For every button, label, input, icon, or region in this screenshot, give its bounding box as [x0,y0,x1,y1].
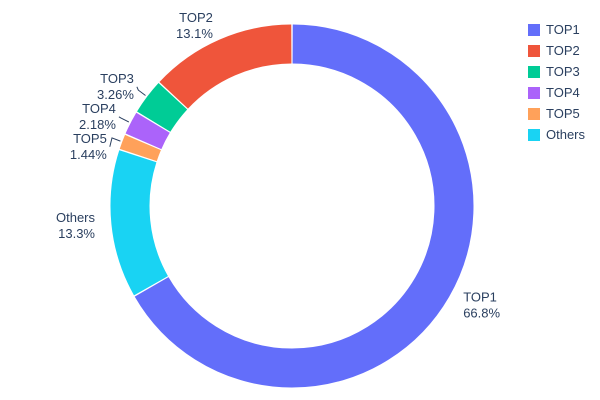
slice-label-top5: TOP5 1.44% [70,131,107,162]
pie-slice-top2[interactable] [159,24,292,109]
pie-slice-top4[interactable] [125,112,170,150]
slice-label-top4: TOP4 2.18% [79,101,116,132]
legend-label: Others [546,127,586,142]
legend: TOP1 TOP2 TOP3 TOP4 TOP5 Others [528,22,585,142]
legend-swatch-top3 [528,65,540,78]
legend-item-top3[interactable]: TOP3 [528,64,585,79]
slice-label-others: Others 13.3% [56,210,96,241]
label-leader-line [118,116,130,123]
legend-item-top2[interactable]: TOP2 [528,43,585,58]
label-leader-line [136,86,146,96]
legend-swatch-top4 [528,86,540,99]
legend-label: TOP4 [546,85,580,100]
pie-slice-top5[interactable] [119,134,161,162]
legend-label: TOP3 [546,64,580,79]
legend-item-top5[interactable]: TOP5 [528,106,585,121]
legend-item-top4[interactable]: TOP4 [528,85,585,100]
legend-swatch-top1 [528,23,540,36]
legend-swatch-top2 [528,44,540,57]
slice-label-top3: TOP3 3.26% [97,71,134,102]
legend-swatch-top5 [528,107,540,120]
label-leader-line [109,137,121,147]
legend-item-others[interactable]: Others [528,127,585,142]
pie-slice-others[interactable] [110,150,169,296]
pie-slice-top1[interactable] [134,24,474,388]
pie-slice-top3[interactable] [137,83,188,133]
legend-label: TOP2 [546,43,580,58]
slice-label-top1: TOP1 66.8% [463,289,500,320]
legend-label: TOP5 [546,106,580,121]
legend-swatch-others [528,128,540,141]
legend-item-top1[interactable]: TOP1 [528,22,585,37]
slice-label-top2: TOP2 13.1% [176,10,213,41]
legend-label: TOP1 [546,22,580,37]
